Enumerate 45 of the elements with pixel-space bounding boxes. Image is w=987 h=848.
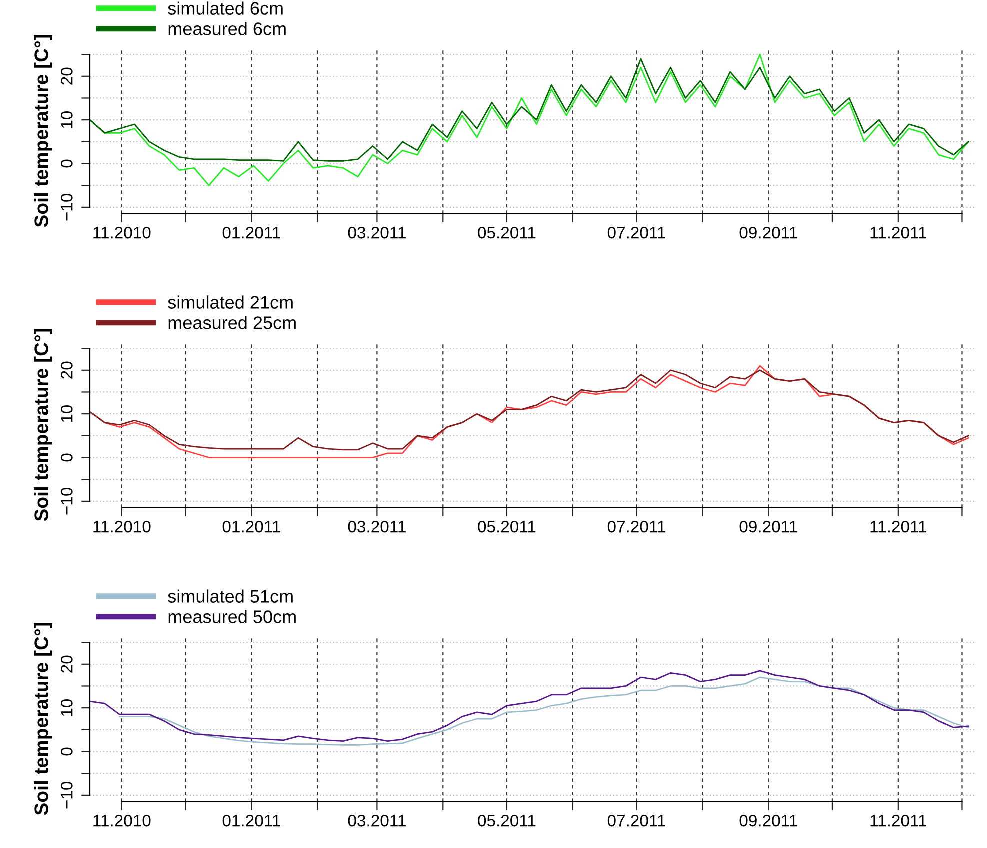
x-tick-label: 01.2011 — [222, 520, 280, 533]
y-tick-label: 20 — [61, 362, 73, 379]
x-tick-label: 11.2011 — [870, 520, 926, 533]
x-tick-label: 11.2011 — [870, 226, 926, 239]
line-series — [90, 58, 970, 162]
x-tick-label: 11.2010 — [94, 226, 151, 239]
y-tick-label: 20 — [61, 68, 73, 85]
y-tick-label: −10 — [61, 782, 73, 809]
x-tick-label: 05.2011 — [478, 226, 536, 239]
legend-label: measured 50cm — [168, 610, 296, 624]
x-tick-label: 09.2011 — [740, 226, 798, 239]
x-tick-label: 11.2010 — [94, 814, 151, 827]
y-tick-label: 0 — [61, 748, 73, 756]
legend-label: simulated 21cm — [168, 296, 293, 309]
x-tick-label: 09.2011 — [740, 814, 798, 827]
y-tick-label: 0 — [61, 454, 73, 462]
x-tick-label: 07.2011 — [608, 226, 666, 239]
line-series — [119, 676, 970, 746]
x-tick-label: 09.2011 — [740, 520, 798, 533]
legend-label: simulated 51cm — [168, 590, 293, 603]
y-axis-title: Soil temperature [C°] — [34, 623, 52, 816]
x-tick-label: 11.2010 — [94, 520, 151, 533]
x-tick-label: 03.2011 — [348, 520, 406, 533]
line-series — [90, 670, 970, 742]
y-tick-label: 0 — [61, 160, 73, 168]
x-tick-label: 01.2011 — [222, 226, 280, 239]
y-axis-title: Soil temperature [C°] — [34, 35, 52, 228]
y-tick-label: −10 — [61, 194, 73, 221]
y-tick-label: −10 — [61, 488, 73, 515]
y-axis-title: Soil temperature [C°] — [34, 329, 52, 522]
x-tick-label: 07.2011 — [608, 814, 666, 827]
x-tick-label: 03.2011 — [348, 226, 406, 239]
y-tick-label: 10 — [61, 405, 73, 422]
x-tick-label: 03.2011 — [348, 814, 406, 827]
y-tick-label: 20 — [61, 656, 73, 673]
legend-label: measured 6cm — [168, 22, 286, 36]
legend-label: measured 25cm — [168, 316, 296, 330]
y-tick-label: 10 — [61, 699, 73, 716]
legend-label: simulated 6cm — [168, 2, 283, 15]
x-tick-label: 07.2011 — [608, 520, 666, 533]
x-tick-label: 01.2011 — [222, 814, 280, 827]
x-tick-label: 05.2011 — [478, 520, 536, 533]
x-tick-label: 05.2011 — [478, 814, 536, 827]
y-tick-label: 10 — [61, 111, 73, 128]
x-tick-label: 11.2011 — [870, 814, 926, 827]
